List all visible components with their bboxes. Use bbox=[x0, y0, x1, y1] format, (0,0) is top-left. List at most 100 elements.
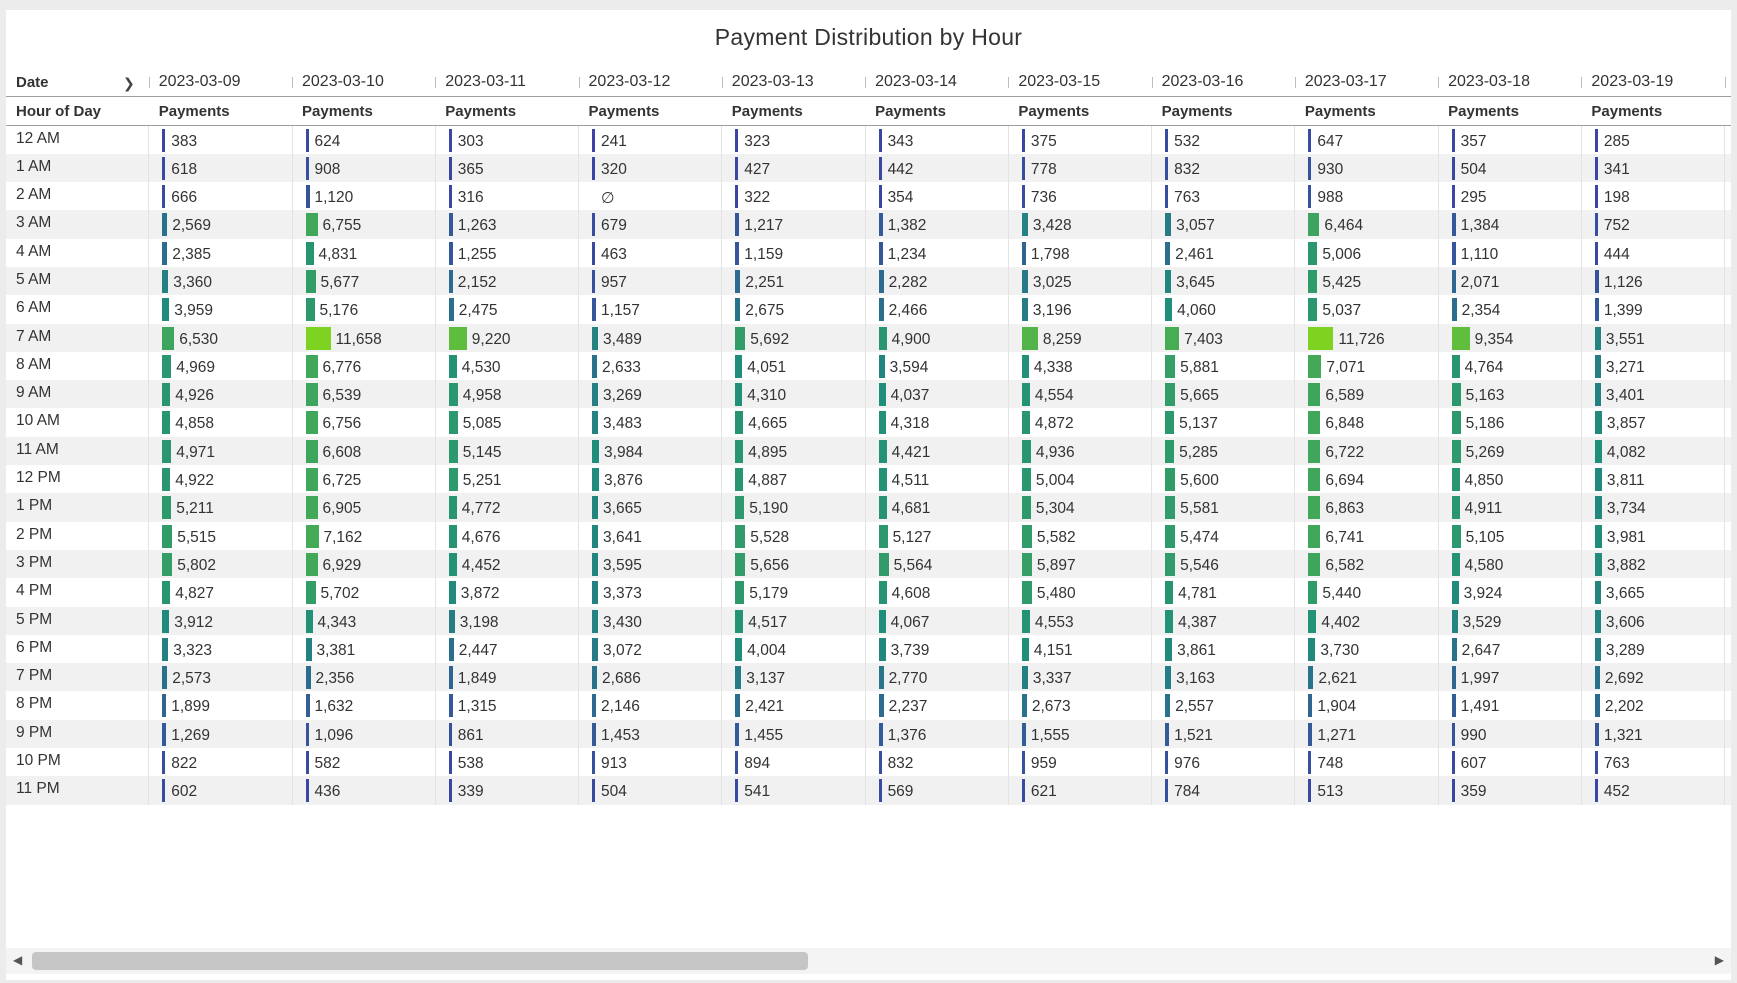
payment-value: 1,376 bbox=[887, 726, 927, 744]
payment-cell: 436 bbox=[291, 776, 436, 805]
data-bar bbox=[1021, 666, 1028, 690]
data-bar bbox=[1451, 552, 1460, 576]
payment-value: 913 bbox=[601, 755, 627, 773]
date-header[interactable]: 2023-03-09 bbox=[148, 68, 292, 97]
date-header[interactable]: 2023-03-11 bbox=[435, 68, 578, 97]
data-bar bbox=[1451, 156, 1455, 180]
date-header[interactable]: 2023-03-12 bbox=[578, 68, 722, 97]
table-row: 2 AM 666 1,120 316 ∅ 322 354 736 763 988 295 198 338 bbox=[6, 182, 1731, 211]
payment-cell: 1,096 bbox=[291, 719, 436, 749]
data-bar bbox=[162, 241, 168, 265]
payment-cell: 990 bbox=[1437, 719, 1582, 749]
scrollbar-thumb[interactable] bbox=[32, 952, 808, 970]
payment-value: 5,665 bbox=[1180, 387, 1219, 405]
payment-value: 957 bbox=[601, 273, 627, 291]
date-header-text: 2023-03-13 bbox=[731, 73, 814, 90]
payment-cell: 463 bbox=[578, 238, 722, 267]
date-header[interactable]: 2023-03-19 bbox=[1581, 68, 1724, 97]
payment-cell: 569 bbox=[864, 776, 1009, 805]
payment-cell: 323 bbox=[721, 125, 866, 154]
horizontal-scrollbar[interactable]: ◀ ▶ bbox=[6, 948, 1731, 974]
date-header-text: 2023-03-12 bbox=[588, 73, 671, 90]
data-bar bbox=[1451, 213, 1456, 237]
payment-value: 1,120 bbox=[314, 189, 354, 207]
metric-header: Payments bbox=[1724, 96, 1731, 126]
data-bar bbox=[1165, 468, 1176, 492]
table-row: 3 PM 5,802 6,929 4,452 3,595 5,656 5,564 5,897 5… bbox=[6, 549, 1731, 579]
data-bar bbox=[1021, 383, 1030, 407]
payment-cell: 4,554 bbox=[1007, 380, 1152, 409]
payment-value: 5,211 bbox=[176, 500, 214, 518]
date-header[interactable]: 2023-03-10 bbox=[292, 68, 435, 97]
data-bar bbox=[1021, 552, 1032, 576]
payment-value: 6,589 bbox=[1325, 387, 1365, 405]
date-header[interactable]: 2023-03-18 bbox=[1438, 68, 1581, 97]
data-bar bbox=[735, 581, 745, 605]
payment-value: 5,692 bbox=[750, 330, 790, 348]
data-bar bbox=[448, 722, 452, 746]
payment-cell: 1,269 bbox=[148, 719, 292, 749]
data-bar bbox=[878, 694, 884, 718]
payment-cell: 5,269 bbox=[1437, 436, 1582, 466]
data-bar bbox=[592, 722, 597, 746]
data-bar bbox=[1451, 468, 1460, 492]
data-bar bbox=[1165, 609, 1174, 633]
scroll-left-arrow-icon[interactable]: ◀ bbox=[13, 953, 23, 967]
data-bar bbox=[1451, 298, 1457, 322]
table-row: 1 PM 5,211 6,905 4,772 3,665 5,190 4,681 5,304 5… bbox=[6, 493, 1731, 522]
data-bar bbox=[592, 637, 599, 661]
data-bar bbox=[878, 666, 884, 690]
data-bar bbox=[448, 411, 458, 435]
payment-cell: 4,858 bbox=[148, 408, 292, 437]
data-bar bbox=[735, 411, 744, 435]
date-header[interactable]: 2023-03-15 bbox=[1008, 68, 1151, 97]
payment-cell: 5,677 bbox=[291, 266, 436, 296]
payment-cell: 8,259 bbox=[1007, 323, 1152, 352]
payment-cell: 3,428 bbox=[1007, 210, 1152, 239]
payment-value: 582 bbox=[314, 755, 341, 773]
payment-value: 1,849 bbox=[457, 670, 497, 688]
data-bar bbox=[162, 383, 171, 407]
payment-cell: 3,665 bbox=[1580, 578, 1725, 607]
data-bar bbox=[878, 156, 882, 180]
date-header[interactable]: 2023-03-14 bbox=[865, 68, 1008, 97]
payment-cell: 322 bbox=[721, 182, 866, 211]
payment-cell: 3,271 bbox=[1580, 351, 1725, 381]
data-bar bbox=[878, 468, 887, 492]
data-bar bbox=[1308, 439, 1321, 463]
data-bar bbox=[1308, 185, 1312, 209]
payment-cell: 1,120 bbox=[291, 182, 436, 211]
payment-cell: 5,600 bbox=[1151, 465, 1295, 494]
data-bar bbox=[162, 298, 170, 322]
payment-cell: 5,047 bbox=[1724, 578, 1731, 607]
payment-value: 4,082 bbox=[1606, 443, 1646, 461]
payment-cell: 3,645 bbox=[1151, 266, 1295, 296]
data-bar bbox=[1165, 411, 1175, 435]
payment-cell: 7,403 bbox=[1151, 323, 1295, 352]
data-bar bbox=[735, 722, 740, 746]
date-header[interactable]: 2023-03-16 bbox=[1151, 68, 1295, 97]
payment-cell: 4,850 bbox=[1437, 465, 1582, 494]
scroll-right-arrow-icon[interactable]: ▶ bbox=[1714, 953, 1724, 967]
date-header[interactable]: 2023-03-17 bbox=[1294, 68, 1438, 97]
table-row: 11 PM 602 436 339 504 541 569 621 784 513 359 452 44… bbox=[6, 776, 1731, 805]
data-bar bbox=[305, 439, 318, 463]
payment-cell: 1,455 bbox=[721, 719, 866, 749]
table-row: 11 AM 4,971 6,608 5,145 3,984 4,895 4,421 4,936… bbox=[6, 436, 1731, 466]
payment-cell: 3,641 bbox=[578, 521, 722, 550]
date-header[interactable]: 2023-03-20 bbox=[1724, 68, 1731, 97]
date-header-text: 2023-03-18 bbox=[1448, 73, 1530, 90]
chevron-right-icon[interactable]: ❯ bbox=[123, 75, 135, 91]
data-bar bbox=[878, 581, 887, 605]
payment-cell: 5,190 bbox=[721, 493, 866, 522]
payment-value: 1,904 bbox=[1317, 698, 1357, 716]
payment-cell: 2,202 bbox=[1580, 691, 1725, 720]
payment-value: 3,861 bbox=[1177, 641, 1216, 659]
payment-value: 2,770 bbox=[888, 670, 928, 688]
payment-cell: 3,137 bbox=[721, 663, 866, 692]
date-header-text: 2023-03-16 bbox=[1161, 73, 1244, 90]
payment-cell: 618 bbox=[148, 153, 292, 183]
data-bar bbox=[162, 213, 168, 237]
payment-value: 4,872 bbox=[1034, 415, 1074, 433]
date-header[interactable]: 2023-03-13 bbox=[721, 68, 865, 97]
